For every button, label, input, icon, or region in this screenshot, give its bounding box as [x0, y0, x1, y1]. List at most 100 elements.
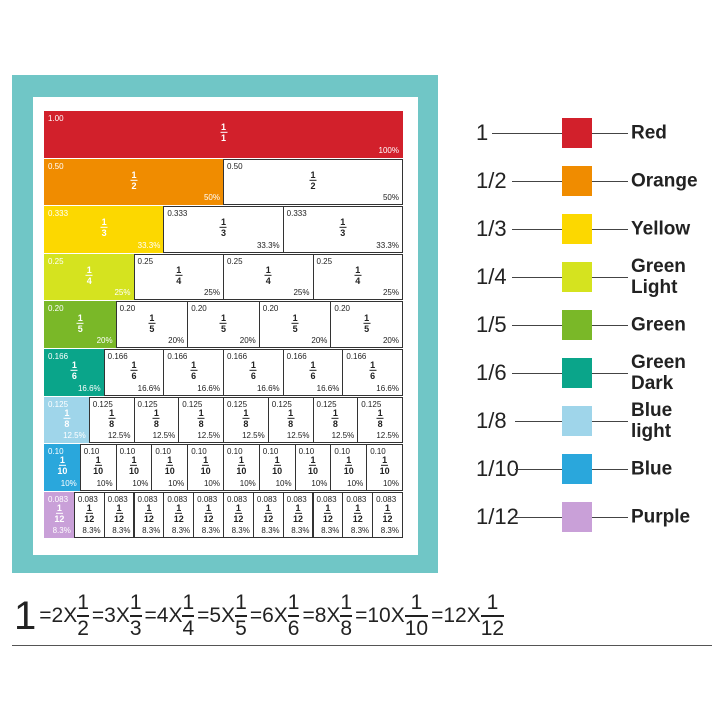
- decimal-label: 0.166: [167, 352, 188, 361]
- denominator: 12: [382, 513, 393, 524]
- numerator: 1: [153, 407, 159, 418]
- legend-label: 1/6: [476, 360, 507, 385]
- decimal-label: 0.25: [227, 256, 243, 266]
- numerator: 1: [56, 502, 62, 513]
- fraction-tile: 0.10 1 10 10%: [115, 444, 153, 491]
- fraction-bar: [340, 615, 353, 617]
- fraction-tile: 0.083 1 12 8.3%: [282, 491, 314, 539]
- decimal-label: 0.166: [227, 352, 248, 361]
- multiplier: =3X: [91, 604, 130, 627]
- numerator: 1: [95, 455, 101, 466]
- percent-label: 25%: [382, 288, 399, 298]
- fraction-bar: [480, 615, 505, 617]
- multiplier: =6X: [249, 604, 288, 627]
- decimal-label: 0.166: [107, 352, 128, 361]
- fraction: 1 12: [323, 503, 333, 524]
- fraction: 1 12: [480, 591, 505, 641]
- fraction-bar: [384, 512, 392, 514]
- percent-label: 12.5%: [107, 431, 131, 441]
- numerator: 1: [131, 169, 137, 180]
- percent-label: 8.3%: [321, 526, 340, 536]
- multiplier: =10X: [355, 604, 405, 627]
- fraction-tile: 0.10 1 10 10%: [330, 444, 368, 491]
- fraction-bar: [175, 274, 183, 276]
- legend-line: [592, 181, 628, 182]
- legend-line: [592, 421, 628, 422]
- fraction-tile: 0.125 1 8 12.5%: [267, 396, 314, 444]
- fraction-tile: 0.166 1 6 16.6%: [282, 349, 344, 396]
- denominator: 8: [243, 418, 249, 429]
- numerator: 1: [167, 455, 173, 466]
- fraction-tile: 0.25 1 4 25%: [312, 253, 403, 301]
- percent-label: 8.3%: [380, 526, 399, 536]
- fraction: 1 12: [174, 503, 184, 524]
- fraction-tile: 0.50 1 2 50%: [44, 158, 224, 206]
- fraction-bar: [148, 322, 156, 324]
- percent-label: 10%: [168, 478, 185, 488]
- fraction-bar: [287, 417, 295, 419]
- percent-label: 50%: [203, 193, 220, 203]
- fraction-tile: 0.333 1 3 33.3%: [44, 206, 165, 253]
- denominator: 10: [343, 466, 354, 477]
- denominator: 10: [404, 616, 429, 640]
- decimal-label: 0.083: [77, 494, 98, 504]
- denominator: 2: [310, 180, 316, 191]
- percent-label: 33.3%: [376, 240, 399, 250]
- denominator: 12: [143, 513, 154, 524]
- numerator: 1: [287, 591, 300, 615]
- numerator: 1: [86, 264, 92, 275]
- legend-name: Orange: [631, 170, 698, 192]
- percent-label: 12.5%: [197, 431, 220, 441]
- numerator: 1: [86, 502, 92, 513]
- fraction-bar: [381, 465, 389, 467]
- percent-label: 20%: [239, 335, 256, 345]
- legend-label: 1/10: [476, 456, 519, 481]
- denominator: 6: [250, 371, 256, 382]
- denominator: 2: [77, 616, 89, 640]
- legend-name: Blue light: [631, 400, 673, 442]
- denominator: 3: [340, 228, 346, 239]
- fraction-bar: [309, 179, 317, 181]
- fraction-bar: [85, 274, 93, 276]
- denominator: 5: [77, 323, 83, 334]
- fraction-tile: 0.083 1 12 8.3%: [223, 491, 254, 539]
- denominator: 5: [235, 616, 247, 640]
- fraction-tile: 0.10 1 10 10%: [223, 444, 260, 491]
- denominator: 10: [93, 466, 104, 477]
- percent-label: 12.5%: [286, 431, 310, 441]
- decimal-label: 1.00: [48, 114, 64, 123]
- fraction-tile: 0.10 1 10 10%: [79, 444, 117, 491]
- fraction-tile: 0.10 1 10 10%: [151, 444, 189, 491]
- percent-label: 25%: [293, 288, 310, 298]
- multiplier: =2X: [39, 604, 78, 627]
- decimal-label: 0.083: [227, 494, 248, 504]
- numerator: 1: [116, 502, 122, 513]
- numerator: 1: [220, 122, 226, 133]
- fraction-tile: 0.083 1 12 8.3%: [193, 491, 224, 539]
- denominator: 8: [332, 418, 338, 429]
- legend-line: [512, 181, 562, 182]
- fraction-bar: [130, 370, 138, 372]
- legend-label: 1/3: [476, 216, 507, 241]
- fraction-bar: [55, 512, 63, 514]
- fraction-bar: [273, 465, 281, 467]
- percent-label: 8.3%: [350, 526, 370, 536]
- fraction-bar: [130, 465, 138, 467]
- numerator: 1: [206, 502, 212, 513]
- fraction-bar: [235, 615, 247, 617]
- fraction-tile: 0.166 1 6 16.6%: [103, 349, 165, 396]
- legend-name: Yellow: [631, 218, 691, 240]
- fraction-bar: [219, 322, 227, 324]
- fraction: 1 10: [236, 455, 246, 476]
